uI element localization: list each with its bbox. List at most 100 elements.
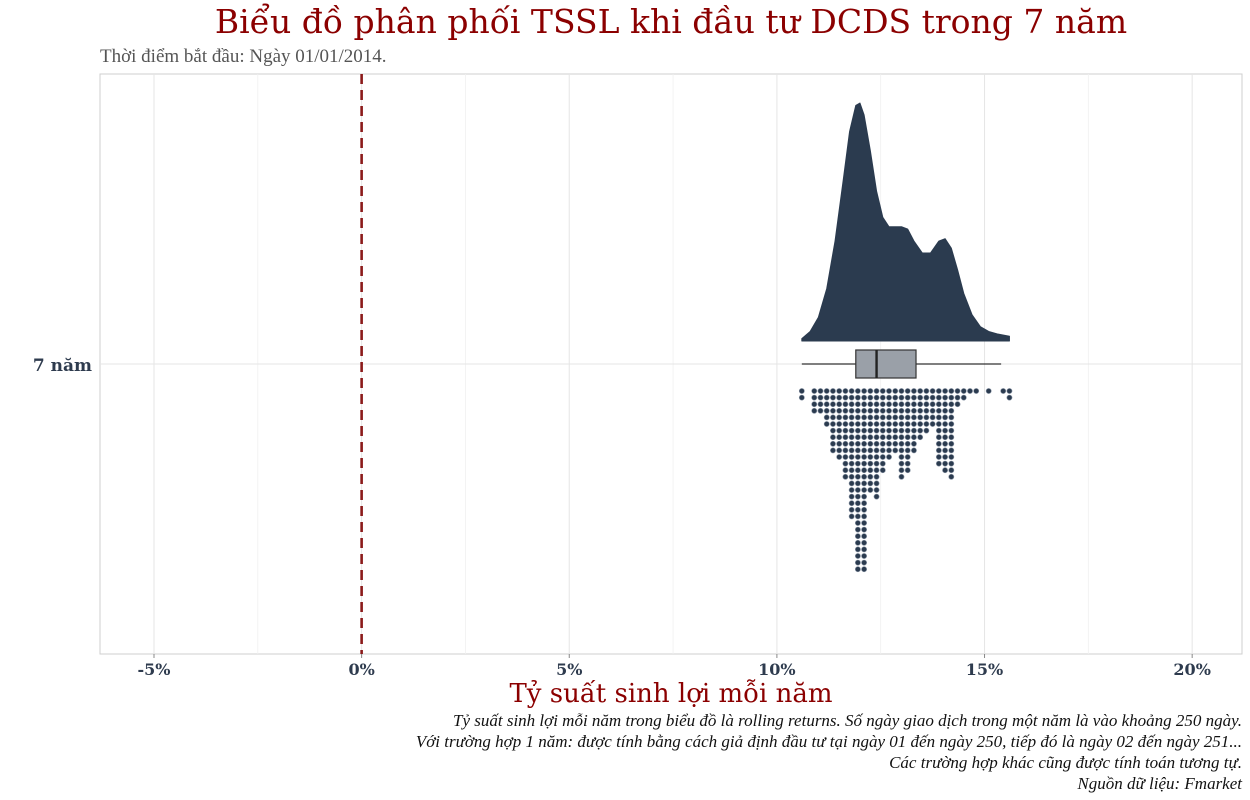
dot	[867, 421, 874, 427]
dot	[848, 467, 855, 474]
dot	[861, 414, 868, 421]
dot	[861, 546, 868, 553]
dot	[879, 440, 886, 447]
dot	[929, 388, 936, 394]
dot	[811, 388, 818, 394]
dot	[848, 414, 855, 421]
dot	[904, 467, 911, 474]
dot	[892, 427, 899, 434]
dot	[861, 407, 868, 414]
dot	[830, 434, 836, 441]
dot	[923, 414, 930, 421]
dot	[836, 440, 843, 447]
dot	[873, 434, 880, 441]
dot	[873, 414, 880, 421]
dot	[948, 467, 955, 474]
dot	[879, 467, 886, 474]
dot	[836, 427, 843, 434]
dot	[898, 434, 905, 441]
dot	[861, 500, 868, 507]
dot	[848, 440, 855, 447]
dot	[904, 454, 911, 460]
dot	[861, 454, 868, 460]
dot	[1006, 394, 1013, 401]
dot	[948, 473, 955, 480]
dot	[848, 500, 855, 507]
dot	[911, 434, 917, 441]
dot	[854, 553, 861, 559]
dot	[948, 407, 955, 414]
dot	[911, 440, 917, 447]
dot	[948, 440, 955, 447]
dot	[898, 460, 905, 467]
dot	[879, 407, 886, 414]
dot	[836, 454, 843, 460]
dot	[948, 394, 955, 401]
dot	[811, 401, 818, 408]
dot	[879, 427, 886, 434]
dot	[836, 414, 843, 421]
chart-subtitle: Thời điểm bắt đầu: Ngày 01/01/2014.	[100, 46, 387, 67]
dot	[886, 414, 892, 421]
dot	[873, 421, 880, 427]
dot	[823, 421, 830, 427]
dot	[898, 421, 905, 427]
dot	[942, 414, 948, 421]
dot	[861, 467, 868, 474]
dot	[948, 447, 955, 454]
dot	[904, 434, 911, 441]
dot	[842, 407, 849, 414]
dot	[935, 414, 942, 421]
dot	[892, 414, 899, 421]
dot	[886, 440, 892, 447]
dot	[867, 480, 874, 487]
dot	[861, 559, 868, 566]
dot	[935, 388, 942, 394]
dot	[836, 388, 843, 394]
dot	[911, 401, 917, 408]
dot	[861, 480, 868, 487]
dot	[942, 427, 948, 434]
dot	[798, 394, 805, 401]
dot	[892, 447, 899, 454]
dot	[898, 454, 905, 460]
x-tick-label: 0%	[348, 660, 374, 679]
dot	[842, 460, 849, 467]
boxplot-box	[855, 349, 917, 379]
dot	[861, 460, 868, 467]
dot	[879, 434, 886, 441]
dot	[942, 434, 948, 441]
dot	[892, 421, 899, 427]
dot	[892, 388, 899, 394]
caption-line: Nguồn dữ liệu: Fmarket	[1077, 774, 1242, 793]
dot	[830, 440, 836, 447]
dot	[848, 388, 855, 394]
dot	[942, 447, 948, 454]
dot	[1000, 388, 1007, 394]
dot	[867, 440, 874, 447]
dot	[879, 454, 886, 460]
dot	[886, 394, 892, 401]
dot	[1006, 388, 1013, 394]
dot	[861, 533, 868, 540]
dot	[817, 407, 824, 414]
dot	[842, 447, 849, 454]
dot	[854, 546, 861, 553]
dot	[854, 506, 861, 513]
dot	[830, 427, 836, 434]
dot	[917, 394, 924, 401]
dot	[848, 487, 855, 493]
dot	[954, 401, 961, 408]
dot	[854, 500, 861, 507]
dot	[873, 460, 880, 467]
dot	[942, 440, 948, 447]
dot	[823, 407, 830, 414]
dot	[861, 388, 868, 394]
dot	[848, 506, 855, 513]
dot	[917, 414, 924, 421]
dot	[861, 421, 868, 427]
dot	[867, 473, 874, 480]
dot	[904, 421, 911, 427]
dot	[929, 421, 936, 427]
